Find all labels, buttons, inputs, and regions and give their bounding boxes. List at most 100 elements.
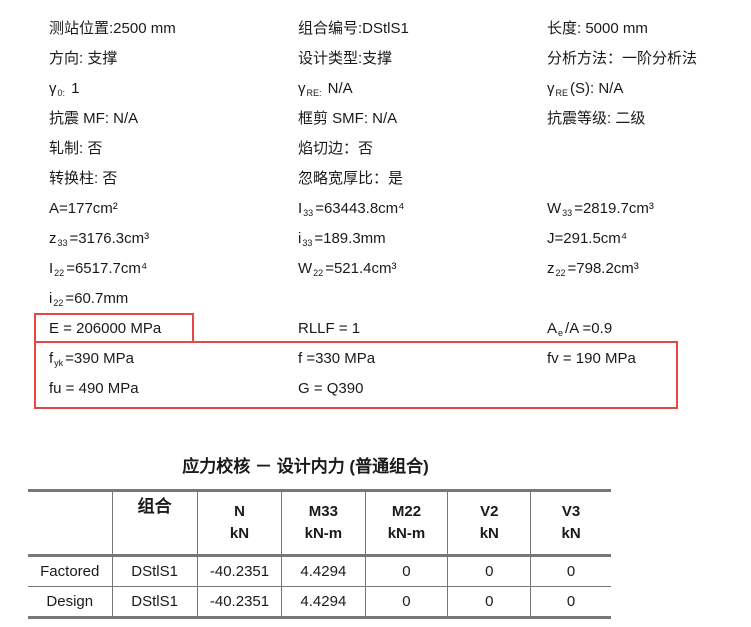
property-value: 方向: 支撑 — [49, 50, 117, 68]
property-subscript: RE: — [306, 88, 322, 98]
property-subscript: 22 — [54, 268, 65, 278]
property-subscript: e — [558, 328, 564, 338]
property-value: 分析方法：一阶分析法 — [547, 50, 697, 68]
column-name: V3 — [561, 503, 581, 520]
property-value: 框剪 SMF: N/A — [298, 110, 397, 128]
property-value-text: /A =0.9 — [565, 320, 613, 337]
table-cell: 4.4294 — [281, 555, 365, 587]
property-value: i33 =189.3mm — [298, 230, 386, 252]
table-title: 应力校核 － 设计内力 (普通组合) — [182, 457, 429, 476]
highlight-box-elastic-modulus — [34, 313, 194, 343]
property-symbol: G = Q390 — [298, 380, 364, 397]
property-value-text: 1 — [67, 80, 80, 97]
property-subscript: 33 — [303, 208, 314, 218]
property-value: G = Q390 — [298, 380, 363, 398]
property-value-text: N/A — [323, 80, 353, 97]
property-value: W22 =521.4cm³ — [298, 260, 396, 282]
property-symbol: γ — [547, 80, 555, 97]
column-unit: kN — [229, 525, 250, 542]
property-symbol: z — [49, 230, 57, 247]
property-subscript: 22 — [555, 268, 566, 278]
column-unit: kN — [479, 525, 499, 542]
table-row: Factored DStlS1 -40.2351 4.4294 0 0 0 — [28, 555, 611, 587]
property-symbol: 忽略宽厚比：是 — [298, 170, 404, 187]
column-header: M33 kN-m — [281, 490, 365, 556]
property-symbol: γ — [298, 80, 306, 97]
property-subscript: yk — [54, 358, 64, 368]
column-unit: kN-m — [304, 525, 343, 542]
property-symbol: 框剪 SMF: N/A — [298, 110, 398, 127]
property-symbol: 抗震等级: 二级 — [547, 110, 646, 127]
property-symbol: i — [49, 290, 53, 307]
column-name: 组合 — [137, 497, 172, 516]
table-cell: DStlS1 — [111, 555, 198, 587]
property-symbol: W — [298, 260, 313, 277]
column-name: N — [234, 503, 245, 520]
property-symbol: RLLF = 1 — [298, 320, 361, 337]
property-symbol: I — [298, 200, 303, 217]
column-header: V2 kN — [447, 490, 531, 556]
property-value: f =330 MPa — [298, 350, 375, 368]
property-value-text: =2819.7cm³ — [574, 200, 654, 217]
property-value-text: =189.3mm — [314, 230, 386, 247]
property-value-text: (S): N/A — [570, 80, 624, 97]
property-value: W33 =2819.7cm³ — [547, 200, 654, 222]
table-cell: Factored — [40, 563, 100, 580]
property-value-text: =6517.7cm⁴ — [66, 260, 148, 277]
property-symbol: J=291.5cm⁴ — [547, 230, 628, 247]
table-cell: -40.2351 — [196, 555, 282, 587]
property-value-text: =3176.3cm³ — [69, 230, 150, 247]
property-value: fu = 490 MPa — [49, 380, 139, 398]
property-subscript: 0: — [57, 88, 66, 98]
property-subscript: 22 — [313, 268, 324, 278]
property-value: 抗震 MF: N/A — [49, 110, 138, 128]
property-symbol: f =330 MPa — [298, 350, 376, 367]
property-symbol: i — [298, 230, 302, 247]
property-subscript: 33 — [302, 238, 313, 248]
table-row: Design DStlS1 -40.2351 4.4294 0 0 0 — [28, 586, 611, 618]
property-symbol: 组合编号:DStlS1 — [298, 20, 409, 37]
property-value: I22 =6517.7cm⁴ — [49, 260, 147, 282]
property-value: 测站位置:2500 mm — [49, 20, 176, 38]
property-subscript: 33 — [562, 208, 573, 218]
table-cell: 4.4294 — [281, 586, 365, 618]
property-value-text: =390 MPa — [65, 350, 134, 367]
property-symbol: 抗震 MF: N/A — [49, 110, 139, 127]
property-symbol: 转换柱: 否 — [49, 170, 118, 187]
property-symbol: 方向: 支撑 — [49, 50, 118, 67]
property-symbol: E = 206000 MPa — [49, 320, 162, 337]
highlight-box-strength — [34, 341, 678, 409]
property-value: γRE: N/A — [298, 80, 353, 102]
property-value: 忽略宽厚比：是 — [298, 170, 403, 188]
property-symbol: 轧制: 否 — [49, 140, 103, 157]
property-value-text: =63443.8cm⁴ — [315, 200, 405, 217]
column-header: M22 kN-m — [364, 490, 448, 556]
table-cell: 0 — [530, 555, 611, 587]
property-value: fv = 190 MPa — [547, 350, 636, 368]
property-value: E = 206000 MPa — [49, 320, 161, 338]
property-value: 焰切边：否 — [298, 140, 373, 158]
property-value: Ae/A =0.9 — [547, 320, 612, 342]
property-value: 组合编号:DStlS1 — [298, 20, 409, 38]
property-symbol: 长度: 5000 mm — [547, 20, 648, 37]
column-header: V3 kN — [530, 490, 611, 556]
table-cell: 0 — [364, 586, 448, 618]
property-value: z33 =3176.3cm³ — [49, 230, 149, 252]
property-value-text: =521.4cm³ — [325, 260, 397, 277]
table-cell: Design — [46, 593, 94, 610]
property-symbol: A=177cm² — [49, 200, 118, 217]
property-subscript: 33 — [57, 238, 68, 248]
property-symbol: γ — [49, 80, 57, 97]
table-cell: -40.2351 — [196, 586, 282, 618]
table-cell: 0 — [447, 555, 531, 587]
column-unit: kN — [561, 525, 581, 542]
property-value: 抗震等级: 二级 — [547, 110, 645, 128]
property-value: J=291.5cm⁴ — [547, 230, 627, 248]
property-value: 设计类型:支撑 — [298, 50, 392, 68]
property-value: γRE (S): N/A — [547, 80, 623, 102]
property-symbol: z — [547, 260, 555, 277]
table-cell: 0 — [364, 555, 448, 587]
property-subscript: RE — [555, 88, 569, 98]
